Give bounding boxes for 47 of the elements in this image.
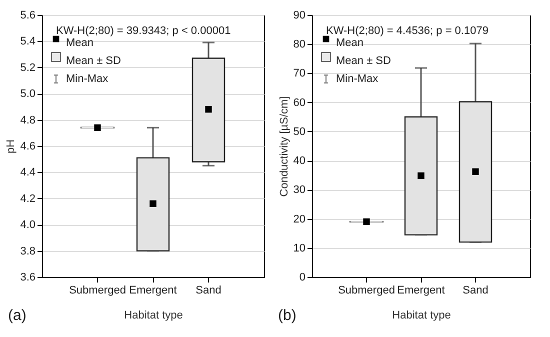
- y-tick-label: 0: [299, 272, 306, 284]
- legend-label: Mean: [66, 37, 94, 49]
- annotation: Min-Max: [336, 73, 379, 85]
- annotation: Min-Max: [66, 73, 109, 85]
- legend-label: Mean ± SD: [336, 55, 391, 67]
- x-tick-label: Sand: [462, 284, 488, 296]
- y-tick-label: 20: [293, 213, 306, 226]
- y-tick-label: 90: [293, 10, 306, 22]
- legend-label: Mean: [336, 37, 364, 49]
- y-tick-label: 30: [293, 184, 306, 196]
- y-tick-label: 3.6: [20, 272, 36, 284]
- y-tick-label: 4.6: [20, 140, 36, 152]
- text: (a): [8, 307, 26, 324]
- text: (b): [278, 307, 296, 324]
- y-axis-title: pH: [5, 139, 18, 154]
- y-tick-label: 60: [293, 96, 306, 109]
- point: [363, 218, 370, 226]
- annotation: KW-H(2;80) = 39.9343; p < 0.00001: [56, 25, 231, 37]
- y-tick-label: 10: [293, 242, 306, 254]
- y-tick-label: 4.8: [20, 114, 36, 126]
- y-tick-label: 5.6: [20, 10, 36, 22]
- y-tick-label: 80: [293, 38, 306, 51]
- point: [94, 124, 101, 132]
- x-axis-title: Habitat type: [392, 310, 451, 322]
- legend-label: Mean ± SD: [66, 55, 121, 67]
- y-tick-label: 5.4: [20, 36, 36, 48]
- x-tick-label: Emergent: [397, 284, 445, 296]
- y-tick-label: 40: [293, 155, 306, 168]
- y-tick-label: 50: [293, 126, 306, 138]
- x-tick-label: Submerged: [69, 284, 126, 296]
- y-tick-label: 4.2: [20, 192, 36, 205]
- point: [472, 168, 479, 175]
- x-tick-label: Sand: [196, 284, 222, 296]
- point: [150, 200, 156, 207]
- y-tick-label: 70: [293, 68, 306, 80]
- annotation: KW-H(2;80) = 4.4536; p = 0.1079: [326, 25, 488, 37]
- y-tick-label: 5.0: [20, 88, 36, 100]
- x-tick-label: Emergent: [129, 284, 177, 296]
- y-tick-label: 3.8: [20, 245, 36, 258]
- x-tick-label: Submerged: [338, 284, 395, 296]
- point: [418, 172, 424, 180]
- y-tick-label: 4.4: [20, 166, 36, 179]
- y-tick-label: 5.2: [20, 62, 36, 74]
- point: [205, 106, 212, 113]
- x-axis-title: Habitat type: [124, 310, 183, 322]
- y-tick-label: 4.0: [20, 219, 36, 232]
- y-axis-title: Conductivity [µS/cm]: [278, 96, 290, 197]
